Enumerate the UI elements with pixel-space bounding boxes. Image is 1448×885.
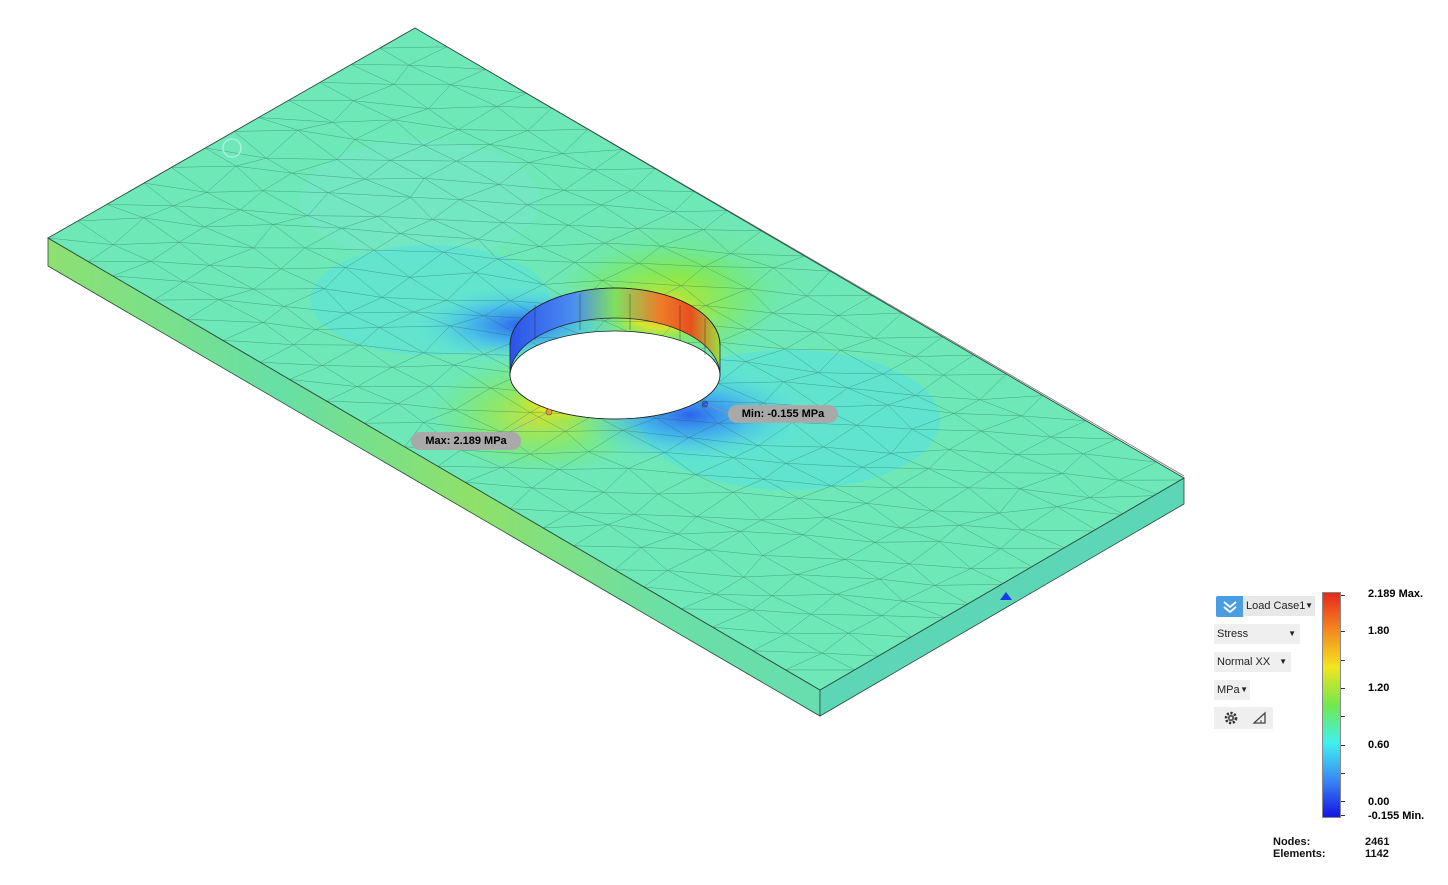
legend-max-label: 2.189 Max. [1368,588,1423,600]
legend-tick-label: 1.80 [1368,625,1389,637]
result-type-dropdown[interactable]: Stress ▼ [1214,624,1300,644]
chevron-down-icon: ▼ [1305,596,1313,616]
elements-value: 1142 [1365,848,1389,860]
component-label: Normal XX [1217,656,1270,668]
result-type-label: Stress [1217,628,1248,640]
legend-color-bar [1322,592,1341,818]
load-case-label: Load Case1 [1246,600,1305,612]
unit-label: MPa [1217,684,1240,696]
legend-tick-label: 0.60 [1368,739,1389,751]
gear-icon[interactable] [1226,713,1236,723]
ruler-triangle-icon[interactable] [1254,713,1265,723]
chevron-down-icon: ▼ [1279,652,1287,672]
toggle-results-button[interactable] [1216,596,1244,617]
check-double-icon [1216,596,1244,617]
component-dropdown[interactable]: Normal XX ▼ [1214,652,1291,672]
legend-tick-label: 0.00 [1368,796,1389,808]
chevron-down-icon: ▼ [1288,624,1296,644]
min-stress-marker[interactable]: Min: -0.155 MPa [728,405,838,423]
hole [510,288,720,419]
legend-min-label: -0.155 Min. [1368,810,1424,822]
load-case-dropdown[interactable]: Load Case1 ▼ [1243,596,1315,616]
nodes-value: 2461 [1365,836,1389,848]
max-stress-marker[interactable]: Max: 2.189 MPa [411,432,521,450]
unit-dropdown[interactable]: MPa ▼ [1214,680,1250,700]
nodes-label: Nodes: [1273,836,1310,848]
elements-label: Elements: [1273,848,1326,860]
chevron-down-icon: ▼ [1240,680,1248,700]
settings-toolbar [1214,707,1273,729]
legend-tick-label: 1.20 [1368,682,1389,694]
